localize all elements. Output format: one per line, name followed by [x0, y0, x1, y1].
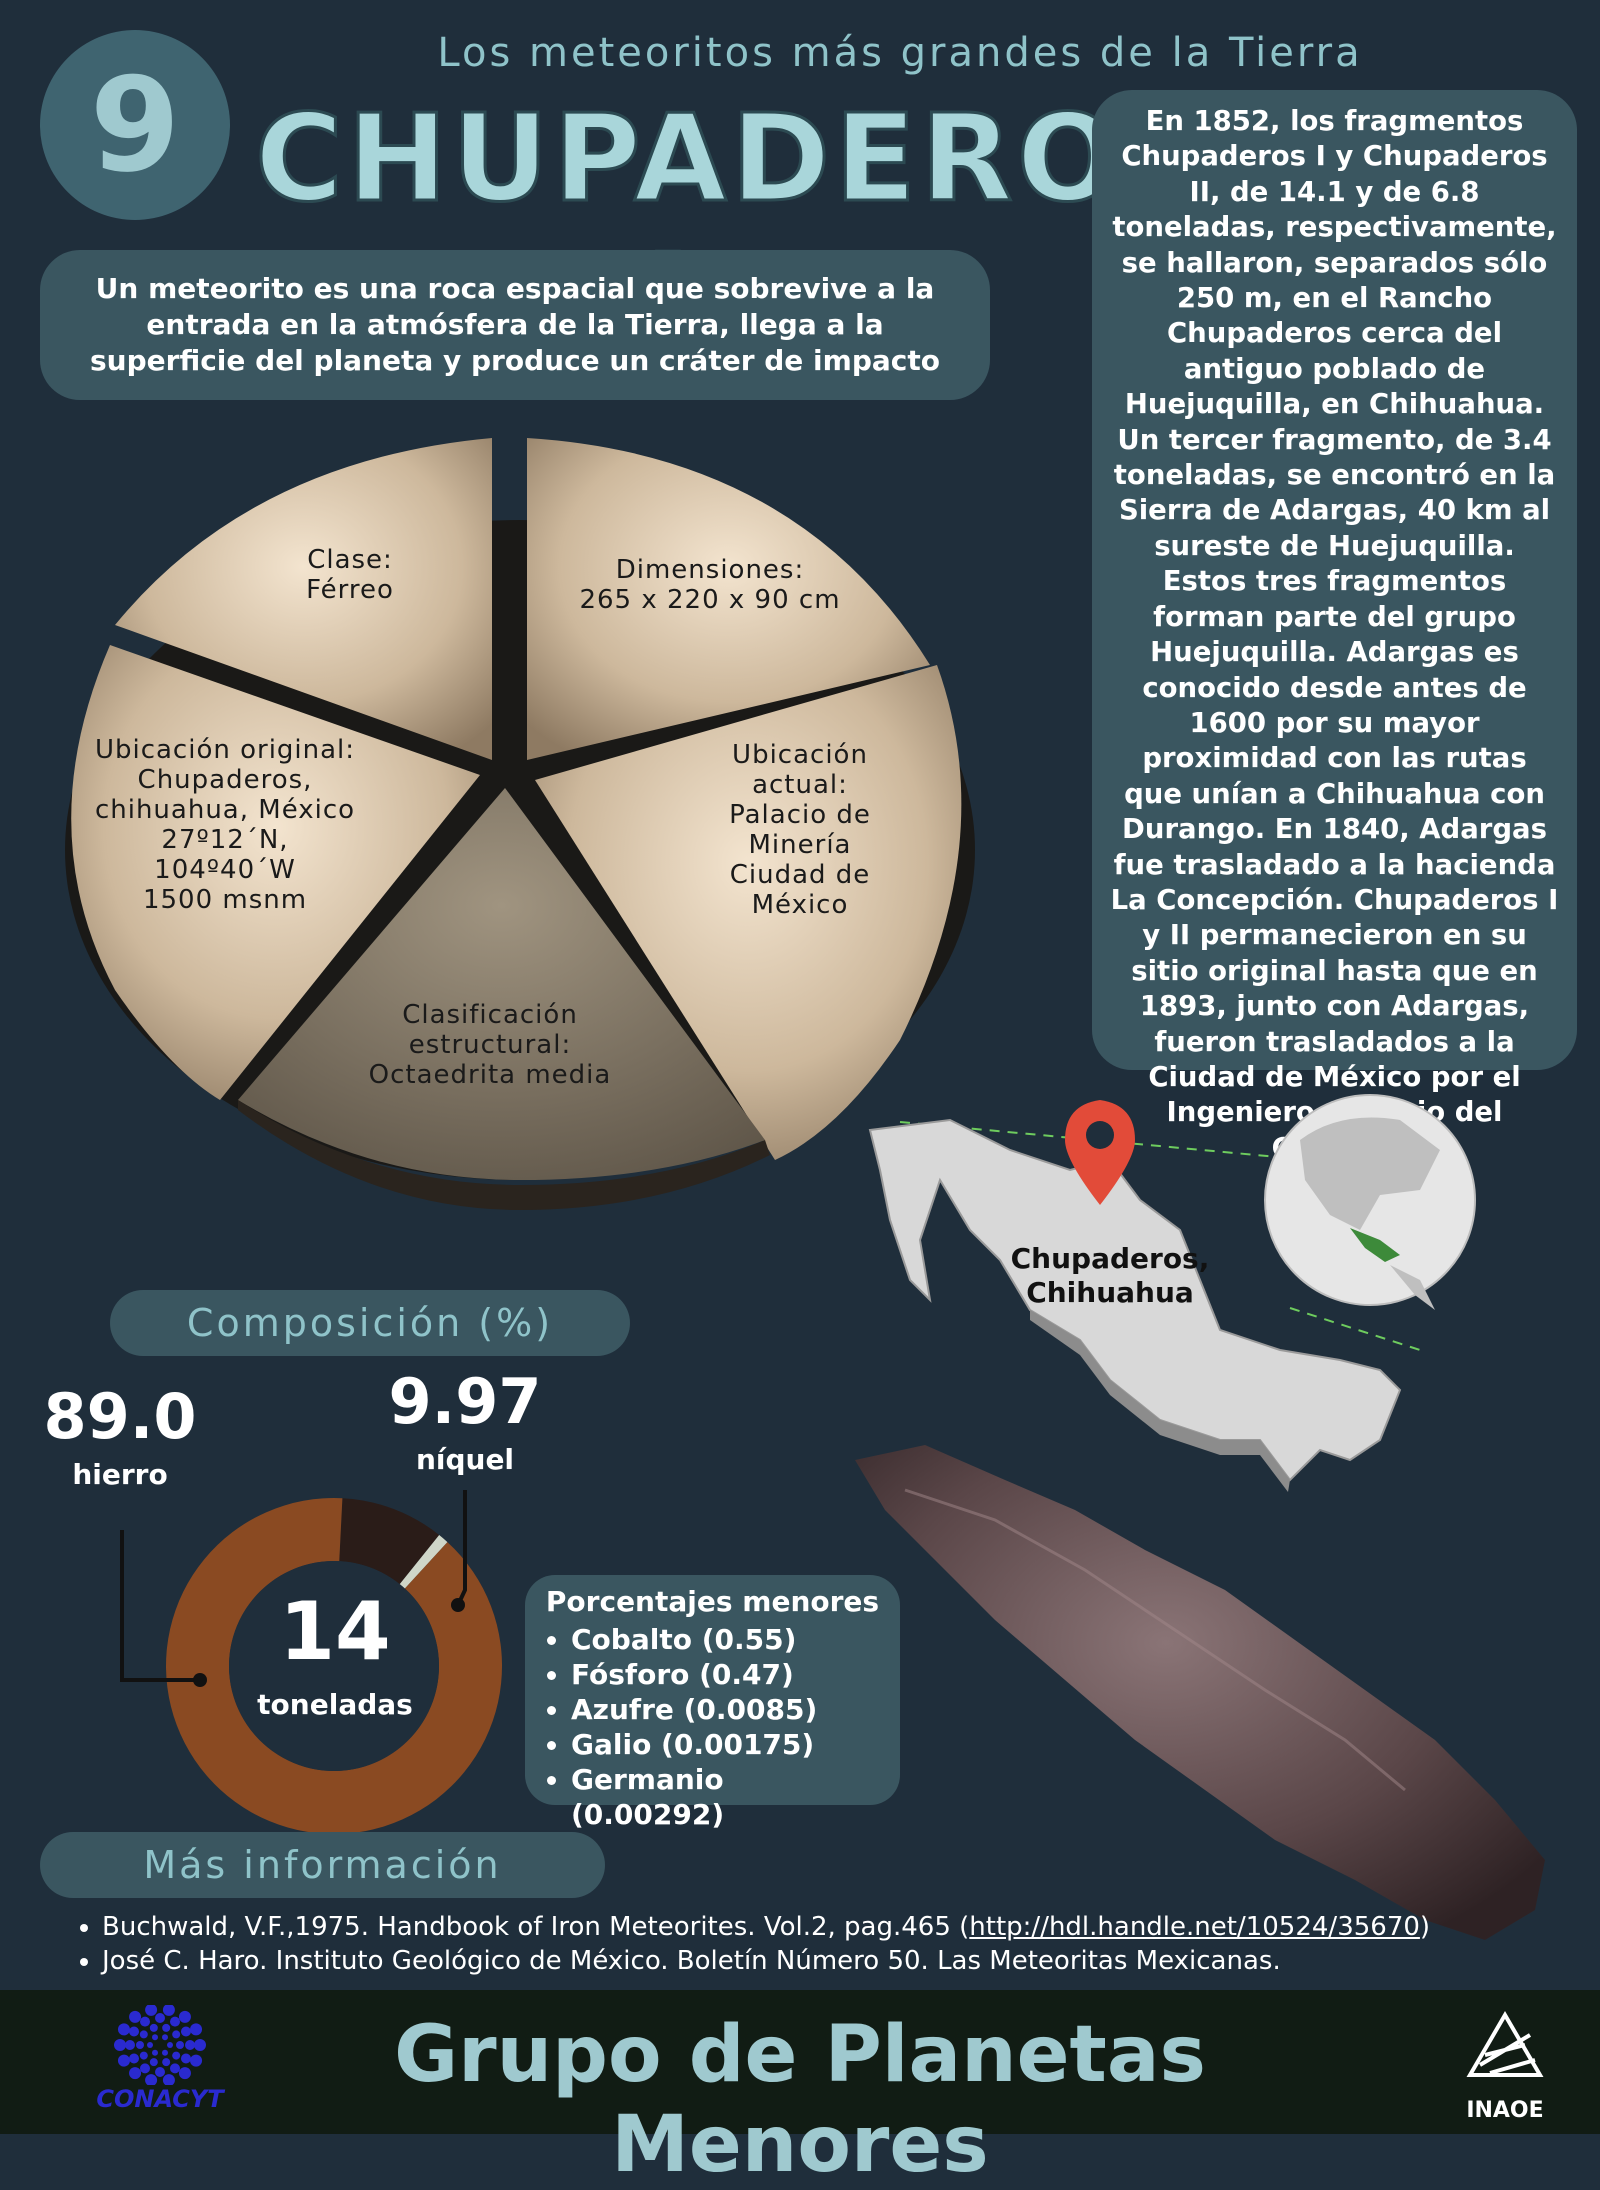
total-label: toneladas [257, 1688, 413, 1721]
minor-item: Fósforo (0.47) [571, 1657, 882, 1692]
slice-clasificacion [238, 788, 765, 1180]
properties-pie-graphic [65, 438, 975, 1210]
location-pin-icon [1065, 1100, 1135, 1205]
mexico-map [868, 1094, 1476, 1492]
definition-box: Un meteorito es una roca espacial que so… [40, 250, 990, 400]
properties-pie: Clase: Férreo Dimensiones: 265 x 220 x 90 … [40, 420, 1000, 1220]
minor-percentages-box: Porcentajes menores Cobalto (0.55) Fósfo… [525, 1575, 900, 1831]
minor-item: Galio (0.00175) [571, 1727, 882, 1762]
series-subtitle: Los meteoritos más grandes de la Tierra [437, 30, 1363, 76]
history-text: En 1852, los fragmentos Chupaderos I y C… [1110, 105, 1559, 1164]
conacyt-logo-text: CONACYT [96, 2085, 224, 2113]
number-badge: 9 [40, 30, 230, 220]
donut-segment-iron [166, 1498, 502, 1834]
donut-segment-nickel [339, 1498, 440, 1585]
reference-1: Buchwald, V.F.,1975. Handbook of Iron Me… [102, 1910, 1570, 1944]
footer-title: Grupo de Planetas Menores [394, 2010, 1206, 2190]
composition-heading: Composición (%) [110, 1290, 630, 1356]
nickel-value: 9.97 [388, 1365, 542, 1438]
iron-label: hierro [72, 1458, 168, 1491]
map-location-label: Chupaderos, Chihuahua [1010, 1242, 1210, 1309]
label-dimensiones: Dimensiones: 265 x 220 x 90 cm [579, 555, 841, 615]
label-clase: Clase: Férreo [306, 545, 394, 605]
slice-ubicacion-original [71, 645, 480, 1100]
minor-heading: Porcentajes menores [545, 1585, 880, 1618]
slice-ubicacion-actual [535, 665, 962, 1160]
label-clasificacion: Clasificación estructural: Octaedrita medi… [368, 1000, 612, 1090]
slice-dimensiones [527, 438, 930, 760]
inaoe-logo-text: INAOE [1466, 2098, 1544, 2123]
donut-segment-other [399, 1534, 448, 1589]
minor-item: Cobalto (0.55) [571, 1622, 882, 1657]
minor-item: Azufre (0.0085) [571, 1692, 882, 1727]
conacyt-logo-icon [114, 2005, 206, 2085]
label-ubicacion-actual: Ubicación actual: Palacio de Minería Ciudad … [729, 740, 871, 920]
more-info-heading: Más información [40, 1832, 605, 1898]
composition-donut [120, 1490, 502, 1834]
meteorite-photo [855, 1445, 1545, 1940]
footer-bar [0, 1990, 1600, 2134]
donut-hole [229, 1561, 439, 1771]
inaoe-logo-icon [1466, 2011, 1544, 2077]
definition-text: Un meteorito es una roca espacial que so… [90, 272, 940, 377]
reference-link[interactable]: http://hdl.handle.net/10524/35670 [969, 1912, 1420, 1942]
reference-2: José C. Haro. Instituto Geológico de Méx… [102, 1944, 1570, 1978]
history-box: En 1852, los fragmentos Chupaderos I y C… [1092, 90, 1577, 1164]
iron-value: 89.0 [43, 1380, 197, 1453]
total-value: 14 [279, 1585, 391, 1678]
label-ubicacion-original: Ubicación original: Chupaderos, chihuahua,… [94, 735, 356, 915]
iron-leader [120, 1530, 200, 1682]
slice-clase [115, 438, 492, 760]
nickel-label: níquel [415, 1443, 515, 1476]
mexico-shape [868, 1118, 1402, 1482]
references: Buchwald, V.F.,1975. Handbook of Iron Me… [70, 1910, 1570, 1978]
minor-item: Germanio (0.00292) [571, 1762, 882, 1832]
